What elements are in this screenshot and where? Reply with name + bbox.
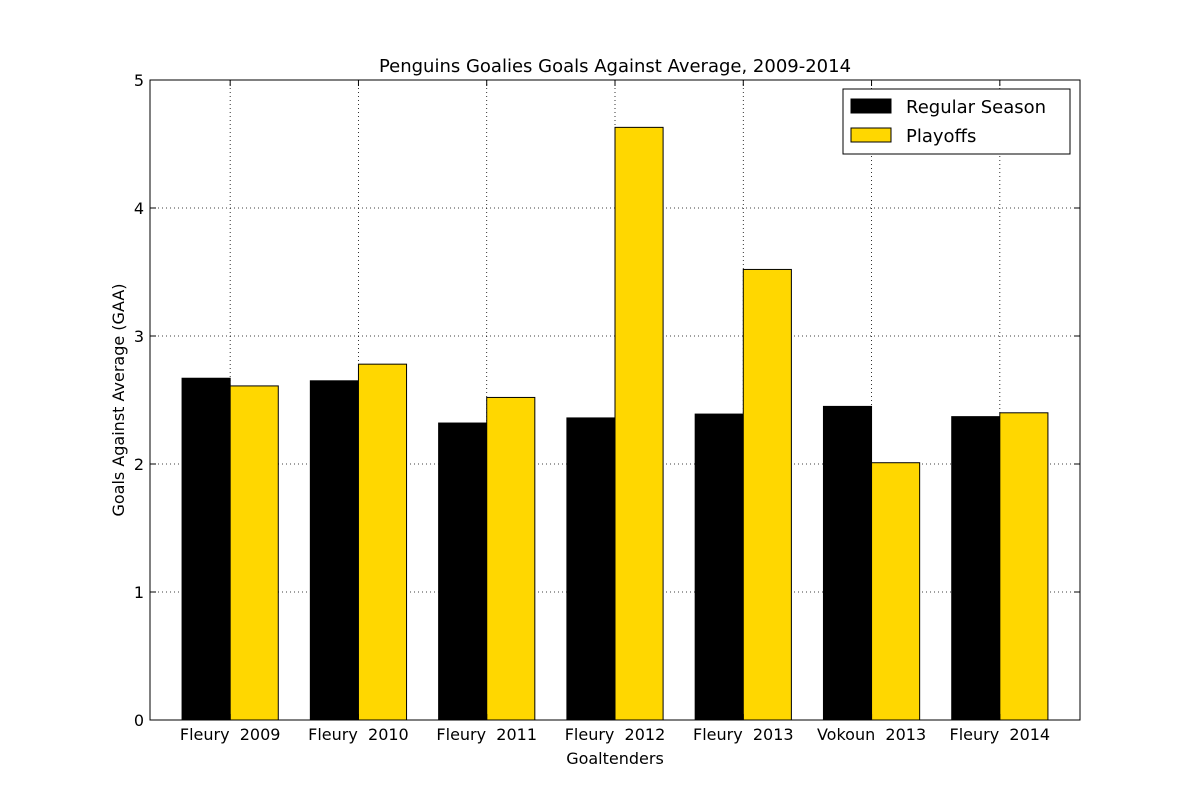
bar-playoffs: [357, 363, 408, 721]
legend-swatch-playoffs: [850, 127, 892, 143]
bar-playoffs: [486, 396, 536, 721]
y-axis-label: Goals Against Average (GAA): [109, 283, 128, 516]
bar-playoffs: [742, 268, 792, 721]
bar-playoffs: [871, 462, 921, 721]
y-tick-label: 5: [134, 71, 144, 90]
x-tick-label: Fleury 2010: [308, 725, 409, 744]
bar-regular-season: [438, 422, 488, 721]
y-tick-label: 0: [134, 711, 144, 730]
bar-playoffs: [229, 385, 279, 721]
x-axis-label: Goaltenders: [566, 749, 664, 768]
x-tick-label: Fleury 2012: [565, 725, 666, 744]
y-tick-label: 4: [134, 199, 144, 218]
legend: Regular Season Playoffs: [842, 88, 1071, 155]
bar-regular-season: [951, 416, 1001, 721]
bar-regular-season: [309, 380, 359, 721]
bar-regular-season: [181, 377, 231, 721]
x-tick-label: Fleury 2013: [693, 725, 794, 744]
ticks: 0 1 2 3 4 5 Fleury 2009 Fleury 2010 Fleury 2011 F…: [134, 71, 1080, 744]
legend-swatch-regular-season: [850, 98, 892, 114]
y-tick-label: 2: [134, 455, 144, 474]
chart-title: Penguins Goalies Goals Against Average, …: [379, 56, 851, 77]
x-tick-label: Fleury 2014: [950, 725, 1051, 744]
bar-playoffs: [614, 126, 664, 721]
x-tick-label: Fleury 2011: [436, 725, 537, 744]
bar-regular-season: [566, 417, 616, 721]
bars: [181, 126, 1049, 721]
bar-regular-season: [694, 413, 744, 721]
bar-regular-season: [822, 405, 873, 721]
x-tick-label: Vokoun 2013: [817, 725, 926, 744]
legend-label-regular-season: Regular Season: [906, 97, 1046, 118]
y-tick-label: 1: [134, 583, 144, 602]
x-tick-label: Fleury 2009: [180, 725, 281, 744]
bar-playoffs: [999, 412, 1049, 721]
y-tick-label: 3: [134, 327, 144, 346]
legend-label-playoffs: Playoffs: [906, 126, 976, 147]
